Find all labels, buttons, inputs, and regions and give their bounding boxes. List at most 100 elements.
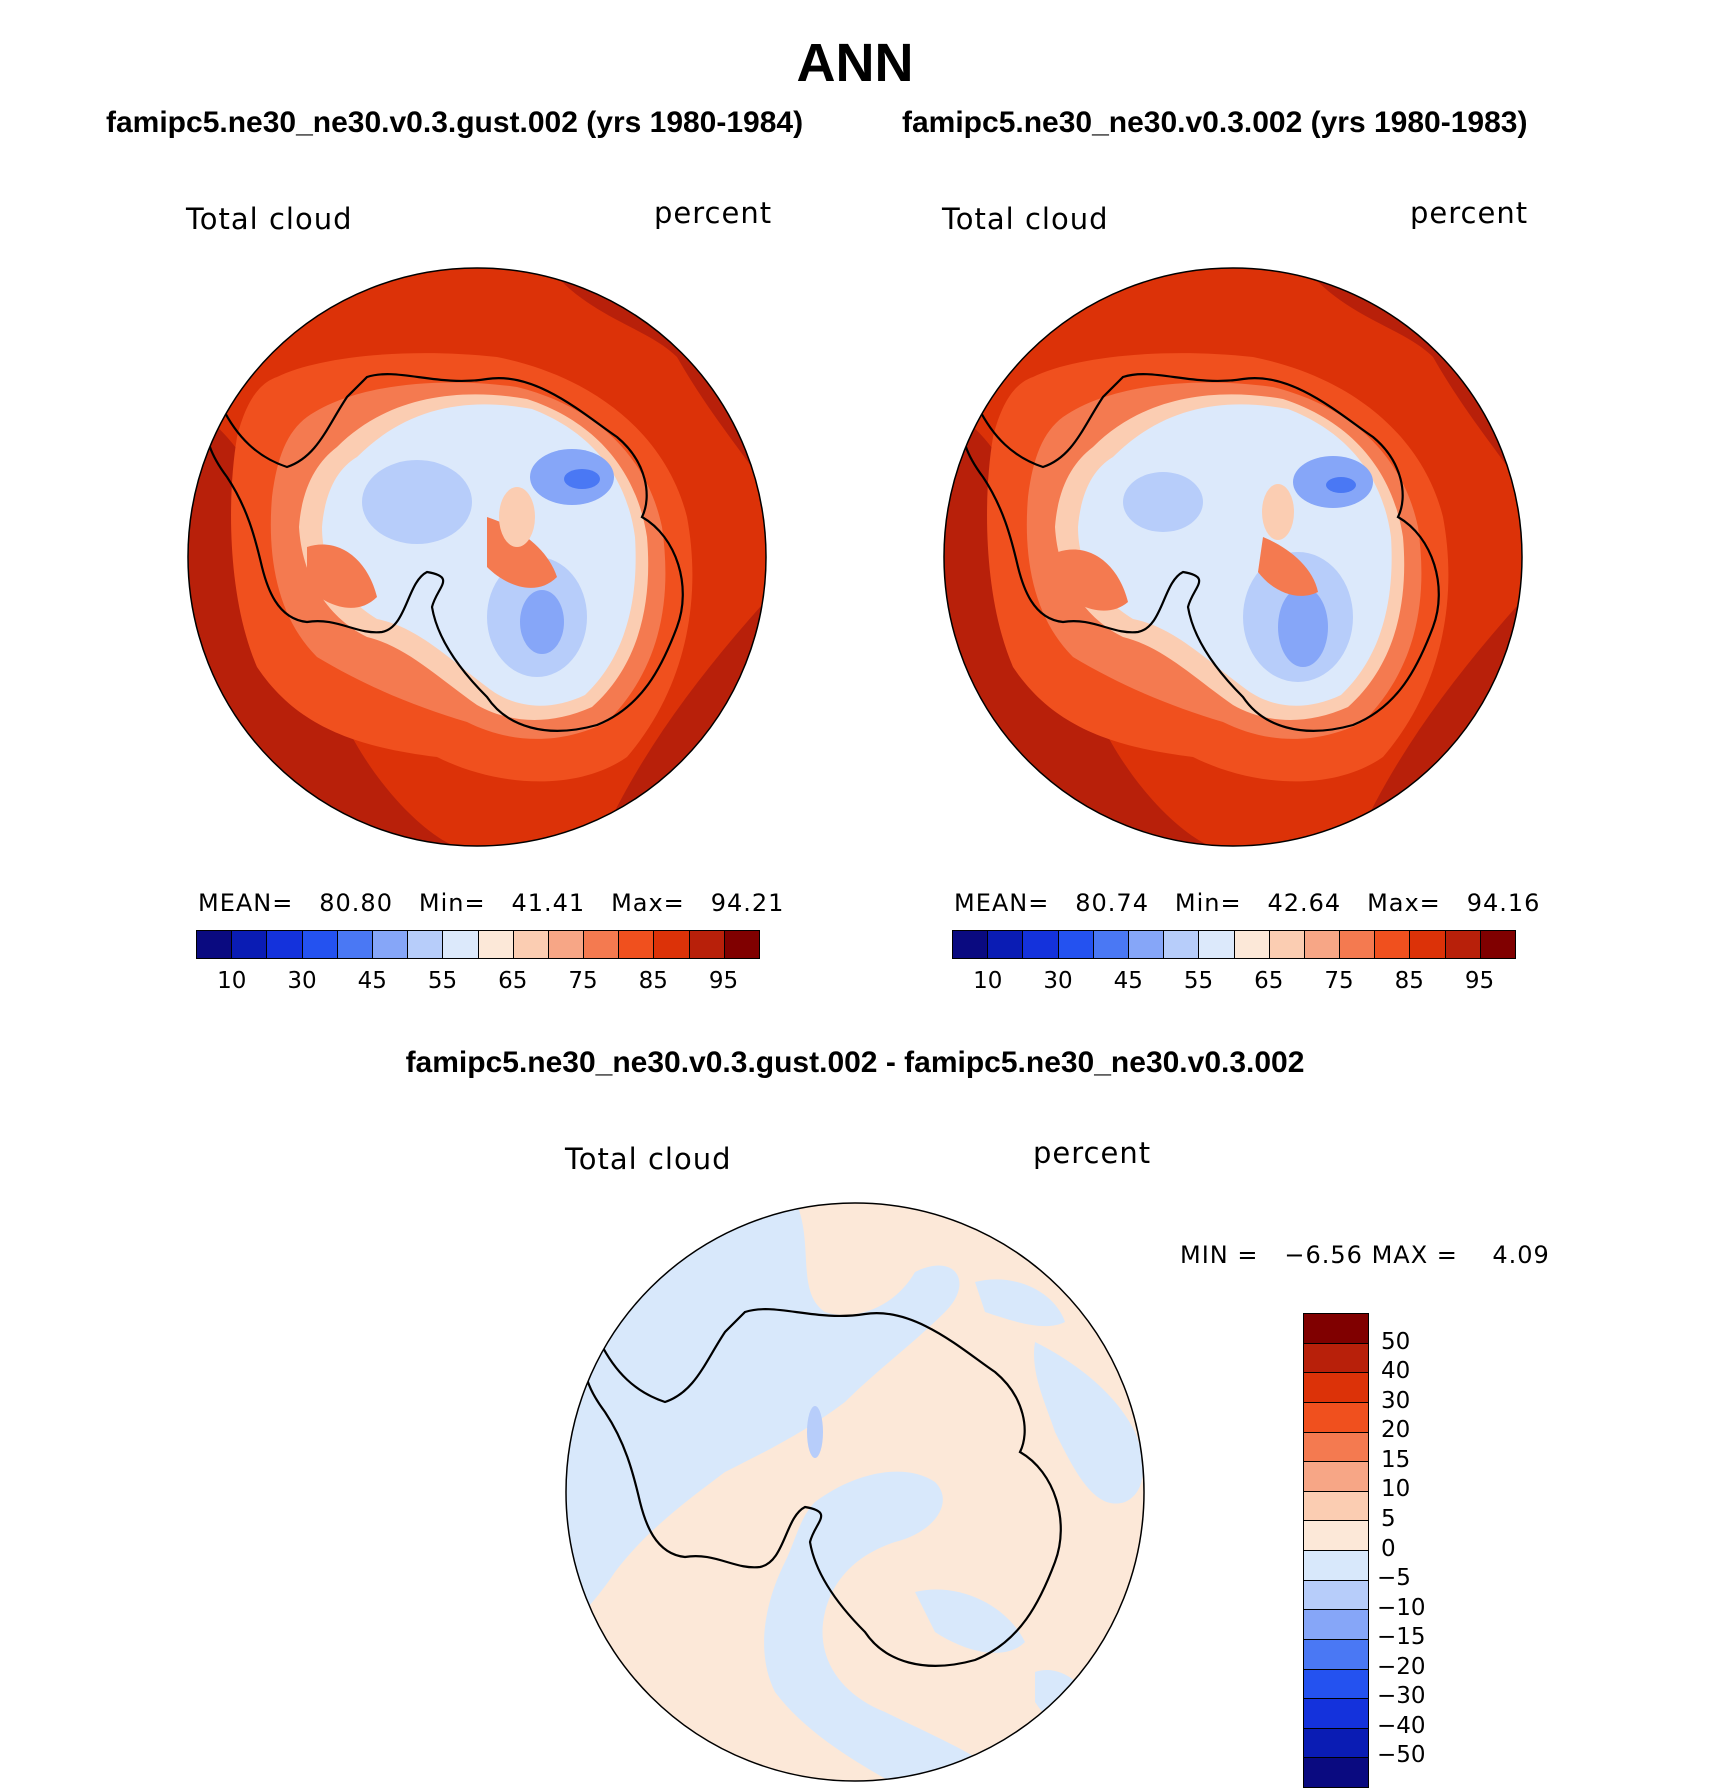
colorbar-swatch: [1234, 931, 1270, 958]
colorbar-swatch: [1304, 1728, 1368, 1759]
colorbar-tick-label: 30: [1381, 1387, 1411, 1414]
colorbar-swatch: [267, 931, 303, 958]
panel-2-min-value: 42.64: [1267, 889, 1342, 917]
colorbar-tick-label: −15: [1377, 1624, 1426, 1651]
colorbar-swatch: [1480, 931, 1515, 958]
colorbar-swatch: [302, 931, 338, 958]
colorbar-swatch: [372, 931, 409, 958]
colorbar-tick-label: −10: [1377, 1594, 1426, 1621]
colorbar-swatch: [654, 931, 690, 958]
colorbar-tick-label: 75: [568, 968, 598, 994]
panel-1-variable-label: Total cloud: [186, 202, 353, 236]
colorbar-swatch: [197, 931, 233, 958]
colorbar-swatch: [689, 931, 725, 958]
colorbar-tick-label: −30: [1377, 1683, 1426, 1710]
diff-min-value: −6.56: [1284, 1241, 1363, 1269]
colorbar-swatch: [1445, 931, 1481, 958]
colorbar-tick-label: 5: [1381, 1505, 1396, 1532]
colorbar-tick-label: 85: [1394, 968, 1424, 994]
panel-1-max-label: Max=: [611, 889, 685, 917]
colorbar-tick-label: 40: [1381, 1358, 1411, 1385]
colorbar-swatch: [1304, 1402, 1368, 1433]
colorbar-swatch: [1304, 1580, 1368, 1611]
colorbar-swatch: [953, 931, 989, 958]
diff-title: famipc5.ne30_ne30.v0.3.gust.002 - famipc…: [405, 1046, 1305, 1079]
colorbar-tick-label: 95: [708, 968, 739, 994]
colorbar-swatch: [1304, 1373, 1368, 1403]
colorbar-swatch: [1304, 1551, 1368, 1581]
colorbar-swatch: [1304, 1521, 1368, 1551]
panel-1-colorbar-ticks: 10 30 45 55 65 75 85 95: [196, 968, 758, 998]
panel-1-map: [187, 267, 767, 847]
colorbar-tick-label: 15: [1381, 1446, 1411, 1473]
colorbar-swatch: [1093, 931, 1129, 958]
colorbar-swatch: [1304, 1610, 1368, 1640]
colorbar-swatch: [1304, 1669, 1368, 1700]
colorbar-tick-label: 85: [638, 968, 668, 994]
panel-2-units-label: percent: [1410, 196, 1529, 230]
diff-max-label: MAX =: [1371, 1241, 1458, 1269]
colorbar-swatch: [1058, 931, 1094, 958]
panel-1-min-value: 41.41: [511, 889, 586, 917]
colorbar-tick-label: 20: [1381, 1417, 1411, 1444]
colorbar-tick-label: 30: [287, 968, 317, 994]
diff-min-label: MIN =: [1180, 1241, 1259, 1269]
colorbar-swatch: [408, 931, 444, 958]
colorbar-tick-label: −20: [1377, 1653, 1426, 1680]
colorbar-swatch: [1304, 1462, 1368, 1492]
colorbar-swatch: [1304, 1343, 1368, 1374]
colorbar-tick-label: 10: [217, 968, 247, 994]
colorbar-tick-label: 95: [1464, 968, 1495, 994]
colorbar-tick-label: 10: [973, 968, 1003, 994]
diff-minmax: MIN = −6.56 MAX = 4.09: [1180, 1241, 1550, 1269]
diff-colorbar-ticks: 50 40 30 20 15 10 5 0 −5 −10 −15 −20 −30 −40 −50: [1377, 1313, 1461, 1786]
colorbar-swatch: [337, 931, 373, 958]
colorbar-swatch: [724, 931, 759, 958]
colorbar-tick-label: 50: [1381, 1328, 1411, 1355]
panel-2-max-value: 94.16: [1466, 889, 1541, 917]
diff-max-value: 4.09: [1492, 1241, 1550, 1269]
colorbar-swatch: [1199, 931, 1235, 958]
colorbar-tick-label: 30: [1043, 968, 1073, 994]
colorbar-tick-label: 0: [1381, 1535, 1396, 1562]
panel-2-max-label: Max=: [1367, 889, 1441, 917]
colorbar-tick-label: −5: [1377, 1565, 1411, 1592]
colorbar-swatch: [1340, 931, 1376, 958]
panel-1-colorbar: [196, 930, 760, 959]
colorbar-swatch: [1304, 1699, 1368, 1729]
colorbar-swatch: [619, 931, 655, 958]
panel-2-mean-value: 80.74: [1075, 889, 1149, 917]
main-title: ANN: [796, 33, 914, 93]
colorbar-tick-label: −40: [1377, 1712, 1426, 1739]
panel-2-stats: MEAN= 80.74 Min= 42.64 Max= 94.16: [954, 889, 1540, 917]
panel-1-min-label: Min=: [418, 889, 486, 917]
colorbar-swatch: [443, 931, 479, 958]
colorbar-swatch: [548, 931, 585, 958]
colorbar-swatch: [1304, 931, 1341, 958]
colorbar-swatch: [1128, 931, 1165, 958]
panel-2-colorbar-ticks: 10 30 45 55 65 75 85 95: [952, 968, 1514, 998]
panel-2-colorbar: [952, 930, 1516, 959]
colorbar-swatch: [1304, 1758, 1368, 1787]
panel-2-case-title: famipc5.ne30_ne30.v0.3.002 (yrs 1980-198…: [902, 106, 1528, 139]
panel-2-mean-label: MEAN=: [954, 889, 1050, 917]
colorbar-swatch: [584, 931, 620, 958]
diff-units-label: percent: [1033, 1136, 1152, 1170]
colorbar-swatch: [1304, 1432, 1368, 1463]
panel-2-map: [943, 267, 1523, 847]
colorbar-tick-label: 65: [1254, 968, 1284, 994]
panel-1-mean-value: 80.80: [319, 889, 393, 917]
colorbar-swatch: [1304, 1491, 1368, 1522]
panel-2-min-label: Min=: [1174, 889, 1242, 917]
colorbar-swatch: [1023, 931, 1059, 958]
colorbar-swatch: [1269, 931, 1305, 958]
colorbar-tick-label: 45: [1113, 968, 1143, 994]
colorbar-swatch: [1164, 931, 1200, 958]
colorbar-tick-label: 10: [1381, 1476, 1411, 1503]
colorbar-swatch: [1304, 1639, 1368, 1670]
colorbar-tick-label: 75: [1324, 968, 1354, 994]
panel-2-variable-label: Total cloud: [942, 202, 1109, 236]
colorbar-swatch: [1410, 931, 1446, 958]
colorbar-tick-label: 45: [357, 968, 387, 994]
colorbar-swatch: [1304, 1314, 1368, 1344]
